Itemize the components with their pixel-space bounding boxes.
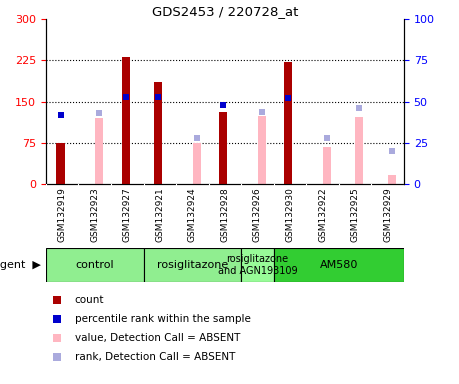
Bar bbox=[46, 248, 144, 282]
Text: count: count bbox=[74, 295, 104, 305]
Text: control: control bbox=[75, 260, 114, 270]
Text: GSM132923: GSM132923 bbox=[90, 187, 99, 242]
Text: value, Detection Call = ABSENT: value, Detection Call = ABSENT bbox=[74, 333, 240, 343]
Bar bbox=[323, 147, 331, 184]
Text: GSM132925: GSM132925 bbox=[351, 187, 359, 242]
Text: rosiglitazone
and AGN193109: rosiglitazone and AGN193109 bbox=[218, 254, 297, 276]
Text: GSM132930: GSM132930 bbox=[285, 187, 295, 242]
Bar bbox=[144, 248, 241, 282]
Text: GSM132921: GSM132921 bbox=[155, 187, 164, 242]
Text: rosiglitazone: rosiglitazone bbox=[157, 260, 228, 270]
Text: GSM132928: GSM132928 bbox=[220, 187, 230, 242]
Text: AM580: AM580 bbox=[319, 260, 358, 270]
Text: GSM132929: GSM132929 bbox=[383, 187, 392, 242]
Bar bbox=[241, 248, 274, 282]
Title: GDS2453 / 220728_at: GDS2453 / 220728_at bbox=[152, 5, 298, 18]
Bar bbox=[95, 118, 103, 184]
Bar bbox=[274, 248, 404, 282]
Bar bbox=[284, 62, 292, 184]
Bar bbox=[257, 116, 266, 184]
Text: GSM132924: GSM132924 bbox=[188, 187, 197, 242]
Bar bbox=[219, 112, 227, 184]
Text: GSM132922: GSM132922 bbox=[318, 187, 327, 242]
Text: GSM132919: GSM132919 bbox=[58, 187, 67, 242]
Bar bbox=[388, 175, 396, 184]
Bar bbox=[56, 143, 65, 184]
Bar bbox=[355, 117, 364, 184]
Text: GSM132927: GSM132927 bbox=[123, 187, 132, 242]
Bar bbox=[154, 83, 162, 184]
Bar bbox=[192, 143, 201, 184]
Text: agent  ▶: agent ▶ bbox=[0, 260, 41, 270]
Text: rank, Detection Call = ABSENT: rank, Detection Call = ABSENT bbox=[74, 352, 235, 362]
Bar bbox=[122, 56, 130, 184]
Text: GSM132926: GSM132926 bbox=[253, 187, 262, 242]
Text: percentile rank within the sample: percentile rank within the sample bbox=[74, 314, 251, 324]
